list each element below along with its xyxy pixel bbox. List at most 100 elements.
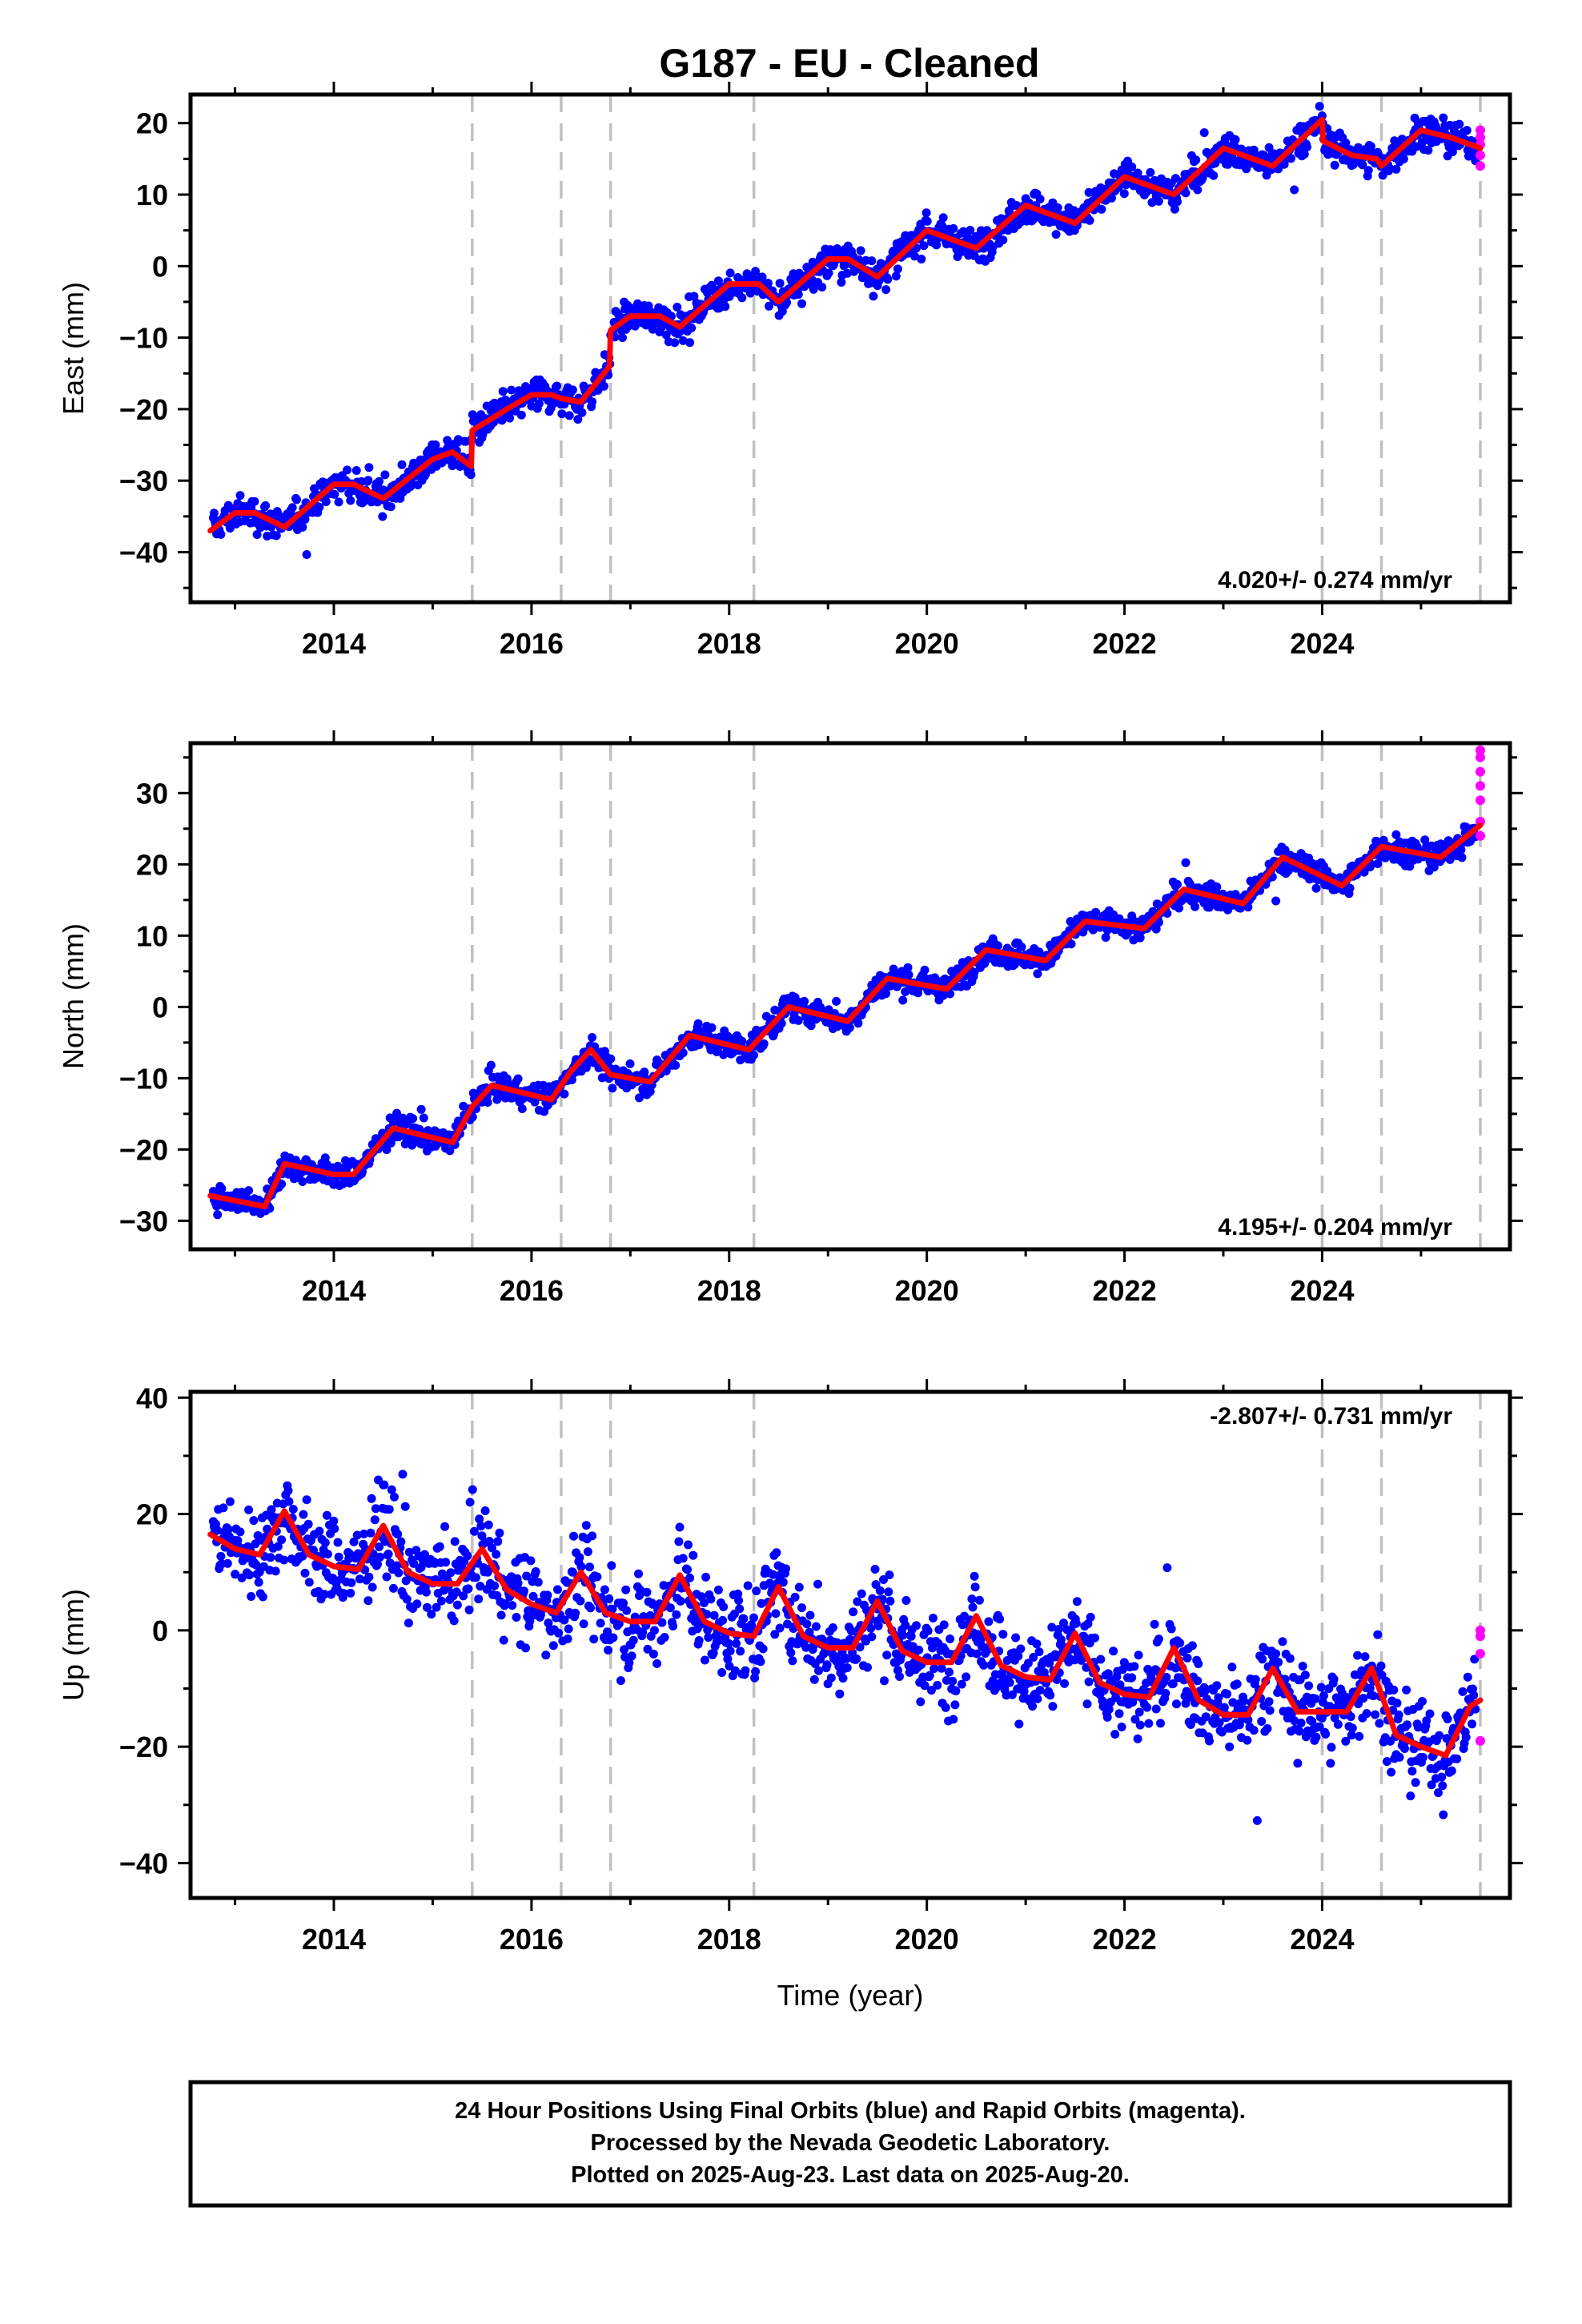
data-point: [1046, 1691, 1055, 1700]
data-point: [734, 1596, 744, 1605]
data-point: [1223, 1689, 1232, 1699]
data-point: [1362, 1709, 1371, 1719]
y-tick-label: 10: [136, 919, 168, 952]
data-point: [630, 321, 640, 331]
y-tick-label: −40: [119, 536, 168, 569]
data-point: [209, 509, 219, 518]
data-point: [863, 1663, 872, 1672]
data-point: [725, 1647, 735, 1656]
x-tick-label: 2022: [1093, 1274, 1157, 1307]
data-point: [674, 1537, 684, 1546]
data-point: [334, 1552, 343, 1562]
y-tick-label: 0: [152, 991, 168, 1023]
data-point: [1097, 204, 1106, 214]
data-point: [845, 1023, 854, 1032]
data-point: [495, 1528, 504, 1538]
data-point: [788, 1656, 797, 1666]
data-point: [363, 1596, 373, 1606]
data-point: [1311, 883, 1321, 893]
data-point: [749, 1051, 758, 1059]
data-point: [994, 941, 1002, 951]
data-point: [608, 1633, 618, 1642]
data-point: [835, 1689, 845, 1699]
data-point: [914, 1645, 924, 1655]
data-point: [939, 1620, 949, 1630]
y-tick-label: 40: [136, 1381, 168, 1414]
data-point: [684, 1540, 693, 1550]
data-point: [1443, 1715, 1452, 1723]
data-point: [912, 1621, 921, 1630]
data-point: [949, 1715, 958, 1724]
plot-frame: [188, 741, 1512, 1252]
data-point: [1191, 155, 1201, 165]
data-point: [277, 1535, 287, 1545]
data-point: [302, 1495, 311, 1505]
data-point: [435, 1542, 444, 1551]
data-point: [751, 1667, 761, 1676]
data-point: [422, 1587, 431, 1597]
footer-box: 24 Hour Positions Using Final Orbits (bl…: [188, 2080, 1512, 2208]
data-point: [678, 1554, 688, 1563]
data-point: [1283, 866, 1293, 875]
data-point: [554, 1628, 564, 1638]
data-point: [398, 1470, 408, 1479]
rapid-point: [1475, 1631, 1485, 1642]
y-tick-label: −30: [119, 464, 168, 497]
data-point: [853, 1019, 863, 1028]
data-point: [786, 1648, 796, 1658]
data-point: [548, 1641, 558, 1651]
data-point: [837, 278, 846, 287]
data-point: [517, 1104, 527, 1113]
data-point: [1205, 1736, 1214, 1746]
data-point: [1287, 154, 1295, 163]
data-point: [741, 1666, 750, 1675]
data-point: [577, 408, 587, 417]
data-point: [450, 1537, 460, 1546]
data-point: [1175, 1638, 1185, 1648]
data-point: [1402, 1685, 1411, 1695]
data-point: [661, 330, 671, 340]
data-point: [1419, 1753, 1428, 1762]
data-point: [709, 1610, 719, 1620]
data-point: [1423, 146, 1433, 155]
y-tick-label: −10: [119, 1062, 168, 1095]
rapid-point: [1475, 125, 1485, 135]
data-point: [600, 1585, 609, 1594]
data-point: [380, 470, 390, 480]
data-point: [1193, 1676, 1203, 1686]
data-point: [719, 1602, 729, 1611]
data-point: [842, 1663, 852, 1672]
data-point: [505, 413, 515, 423]
data-point: [901, 1596, 911, 1605]
data-point: [867, 1632, 877, 1642]
data-point: [1035, 195, 1045, 204]
data-point: [247, 1592, 256, 1601]
data-point: [675, 1522, 685, 1532]
data-point: [957, 1679, 966, 1689]
data-point: [814, 1666, 823, 1675]
data-point: [1212, 1681, 1222, 1691]
data-point: [1259, 151, 1269, 160]
data-point: [800, 996, 809, 1006]
data-point: [1447, 1766, 1456, 1775]
y-tick-label: −20: [119, 1133, 168, 1166]
data-point: [1194, 1659, 1203, 1669]
data-point: [622, 1606, 632, 1615]
data-point: [1299, 150, 1309, 159]
data-point: [400, 1502, 410, 1511]
data-point: [366, 1528, 375, 1538]
data-point: [1144, 1719, 1154, 1728]
data-point: [1072, 1597, 1082, 1606]
data-point: [1293, 1759, 1303, 1768]
data-point: [838, 1674, 848, 1683]
data-point: [1406, 1791, 1415, 1801]
data-point: [1134, 1651, 1143, 1660]
data-point: [1359, 1694, 1368, 1703]
x-tick-label: 2022: [1093, 1923, 1157, 1956]
data-point: [642, 1587, 652, 1597]
data-point: [676, 1596, 685, 1606]
data-point: [1212, 883, 1222, 891]
data-point: [1311, 1694, 1320, 1703]
data-point: [1209, 171, 1219, 180]
